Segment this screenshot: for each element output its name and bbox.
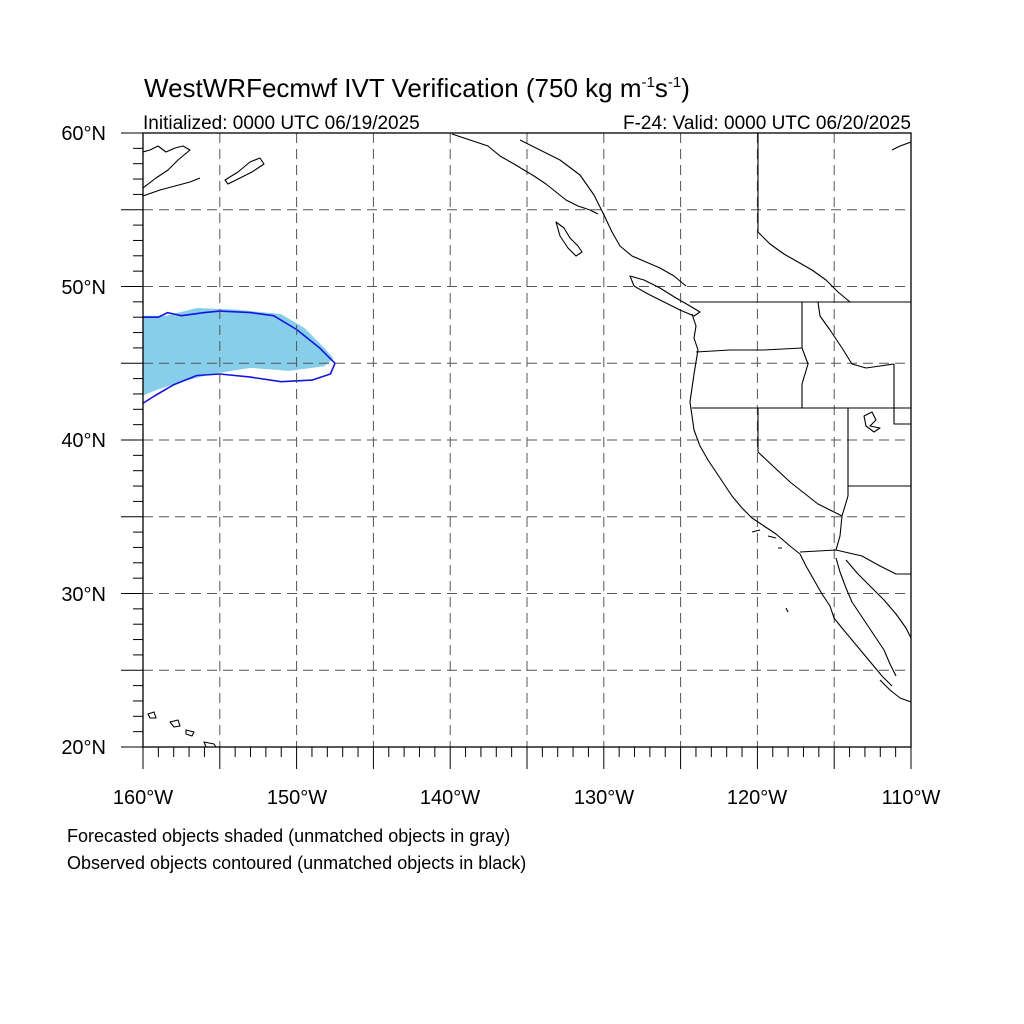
ivt-objects-layer (143, 308, 336, 404)
plot-frame (142, 132, 912, 748)
coastline-washington-oregon (689, 313, 699, 417)
coastline-se-alaska (451, 133, 599, 215)
lon-label-150w: 150°W (267, 787, 327, 809)
lon-axis-labels: 160°W 150°W 140°W 130°W 120°W 110°W (113, 787, 941, 809)
coastline-alaska (143, 145, 191, 189)
coastline-hawaii-1 (147, 711, 157, 719)
coastline-bc-mainland (519, 139, 687, 287)
footnote-observed: Observed objects contoured (unmatched ob… (67, 853, 526, 873)
graticule (143, 133, 911, 747)
coastline-alaska-islands (224, 157, 265, 185)
subtitle-initialized: Initialized: 0000 UTC 06/19/2025 (143, 113, 420, 134)
coastline-guadalupe-island (785, 607, 789, 613)
coastline-kenai (143, 177, 201, 197)
coastline-mexico-mainland (845, 559, 911, 639)
coastline-haida-gwaii (555, 221, 583, 257)
lat-label-50n: 50°N (61, 277, 106, 299)
border-id-wy (893, 364, 911, 425)
lat-label-30n: 30°N (61, 584, 106, 606)
coastline-channel-islands (751, 529, 782, 549)
coastline-vancouver-island (629, 275, 701, 317)
lat-axis-labels: 60°N 50°N 40°N 30°N 20°N (61, 123, 106, 759)
lon-label-160w: 160°W (113, 787, 173, 809)
lat-label-60n: 60°N (61, 123, 106, 145)
footnote-forecast: Forecasted objects shaded (unmatched obj… (67, 826, 510, 846)
axis-ticks (121, 132, 912, 769)
subtitle-valid: F-24: Valid: 0000 UTC 06/20/2025 (623, 113, 911, 134)
border-or-id (801, 347, 809, 408)
border-wa-or (695, 347, 803, 353)
lat-label-20n: 20°N (61, 737, 106, 759)
coastline-hawaii-4 (203, 741, 217, 747)
coastline-mexico-south (879, 679, 911, 703)
coastline-great-salt-lake (863, 411, 881, 433)
forecast-object-shaded (143, 308, 334, 396)
lat-label-40n: 40°N (61, 430, 106, 452)
coastline-hawaii-2 (169, 719, 181, 728)
coastline-baja-east (835, 557, 897, 677)
border-bc-alberta (757, 133, 851, 303)
border-ca-nv (757, 408, 849, 517)
coastline-hawaii-3 (185, 729, 195, 737)
border-az-mexico (799, 549, 911, 575)
observed-object-contour (143, 310, 336, 404)
lon-label-130w: 130°W (574, 787, 634, 809)
basemap (143, 133, 911, 747)
border-id-mt (817, 301, 895, 369)
map-title: WestWRFecmwf IVT Verification (750 kg m-… (144, 73, 690, 103)
map-panel (121, 132, 912, 769)
lon-label-110w: 110°W (882, 787, 941, 809)
lon-label-120w: 120°W (727, 787, 787, 809)
border-az-ca (835, 515, 843, 551)
lon-label-140w: 140°W (420, 787, 480, 809)
coastline-hudson-area (891, 141, 911, 151)
coastline-california (691, 415, 801, 555)
coastline-baja-west (799, 553, 893, 687)
